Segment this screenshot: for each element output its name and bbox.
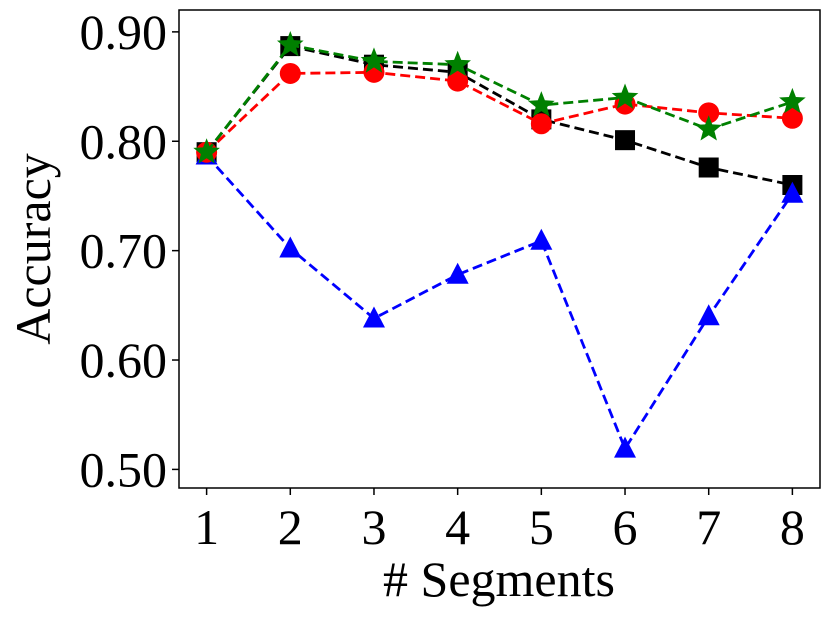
star-series	[193, 31, 806, 164]
circle-series-point	[279, 62, 301, 84]
star-series-point	[779, 87, 806, 114]
square-series-line	[205, 44, 793, 187]
x-tick-label: 2	[278, 499, 303, 555]
x-axis-label: # Segments	[383, 551, 615, 607]
circle-series-point	[781, 107, 803, 129]
star-series-point	[611, 83, 639, 109]
star-series-point	[528, 91, 555, 117]
y-tick-label: 0.60	[80, 332, 168, 388]
x-tick-label: 1	[194, 499, 219, 555]
plot-frame	[178, 9, 821, 489]
triangle-series-point	[614, 436, 637, 458]
triangle-series-line	[205, 154, 794, 452]
circle-series-point	[530, 113, 552, 135]
triangle-series-point	[362, 306, 385, 328]
star-series-point	[193, 138, 220, 164]
x-tick-label: 6	[613, 499, 638, 555]
y-tick-label: 0.50	[80, 441, 168, 497]
x-tick-label: 7	[696, 499, 721, 555]
plot-layer	[193, 31, 806, 458]
x-tick-label: 5	[529, 499, 554, 555]
x-tick-label: 8	[780, 499, 805, 555]
y-axis-label: Accuracy	[5, 153, 61, 345]
triangle-series-point	[697, 304, 720, 326]
y-tick-label: 0.70	[80, 223, 168, 279]
square-series-point	[615, 130, 636, 151]
star-series-point	[276, 31, 304, 57]
triangle-series-point	[781, 181, 804, 203]
triangle-series-point	[530, 228, 553, 250]
triangle-series	[195, 143, 804, 458]
circle-series-line	[205, 70, 793, 154]
star-series-point	[444, 50, 471, 77]
y-tick-label: 0.80	[80, 113, 168, 169]
y-tick-label: 0.90	[80, 4, 168, 60]
star-series-point	[695, 115, 723, 141]
x-tick-label: 4	[445, 499, 470, 555]
square-series-point	[698, 157, 719, 178]
circle-series	[196, 61, 803, 163]
x-tick-label: 3	[361, 499, 386, 555]
star-series-point	[360, 47, 388, 73]
axis-layer: 1 2 3 4 5 6 7 8 0.50 0.60 0.70 0.80 0.90	[80, 4, 805, 555]
triangle-series-point	[279, 236, 302, 258]
triangle-series-point	[446, 262, 469, 284]
circle-series-point	[447, 70, 469, 92]
star-series-line	[205, 43, 793, 154]
circle-series-point	[698, 102, 720, 124]
